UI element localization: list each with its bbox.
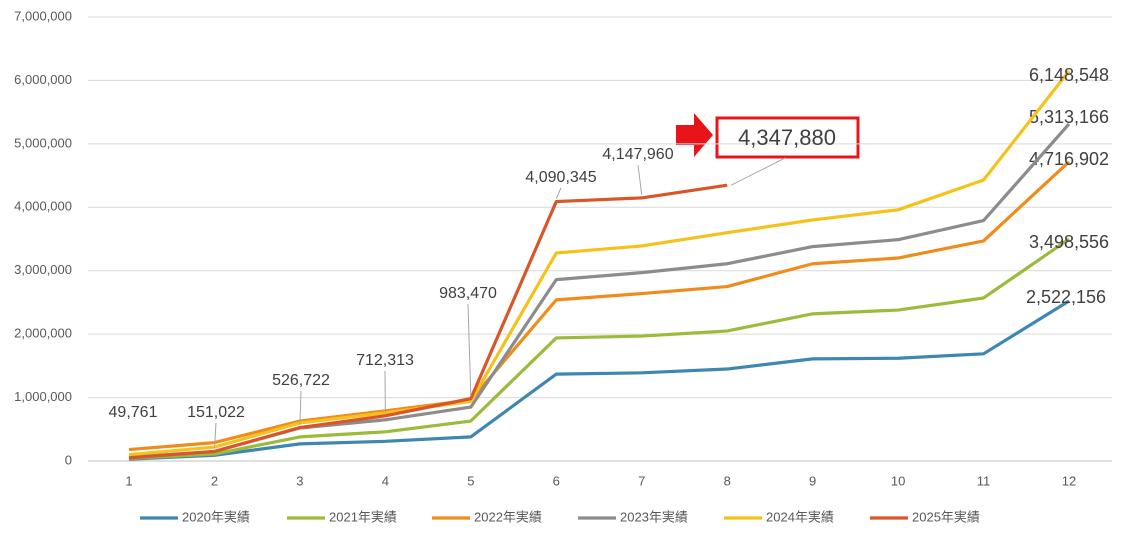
- y-tick-label: 1,000,000: [14, 389, 72, 404]
- data-label: 49,761: [109, 404, 158, 421]
- x-tick-label: 6: [553, 473, 560, 488]
- x-tick-label: 10: [891, 473, 905, 488]
- highlight-arrow: [676, 113, 713, 157]
- series-line: [128, 122, 1071, 459]
- x-tick-label: 12: [1062, 473, 1076, 488]
- data-label: 4,090,345: [525, 169, 596, 186]
- data-label: 5,313,166: [1029, 107, 1109, 127]
- x-tick-label: 1: [125, 473, 132, 488]
- leader-line: [637, 164, 643, 195]
- x-tick-label: 4: [382, 473, 389, 488]
- data-label: 4,716,902: [1029, 149, 1109, 169]
- leader-line: [730, 157, 786, 186]
- data-label: 6,148,548: [1029, 65, 1109, 85]
- data-label: 526,722: [272, 372, 330, 389]
- y-tick-label: 4,000,000: [14, 199, 72, 214]
- y-tick-label: 5,000,000: [14, 135, 72, 150]
- legend-label: 2023年実績: [620, 509, 688, 524]
- data-label: 2,522,156: [1026, 287, 1106, 307]
- data-label: 712,313: [356, 352, 414, 369]
- x-tick-label: 8: [724, 473, 731, 488]
- legend-label: 2021年実績: [329, 509, 397, 524]
- data-label: 4,147,960: [602, 146, 673, 163]
- y-tick-label: 3,000,000: [14, 262, 72, 277]
- legend-label: 2022年実績: [474, 509, 542, 524]
- data-label: 151,022: [187, 404, 245, 421]
- series-line: [128, 70, 1071, 457]
- series-line: [128, 237, 1070, 461]
- leader-line: [299, 390, 302, 425]
- leader-line: [213, 422, 217, 449]
- x-tick-label: 9: [809, 473, 816, 488]
- x-tick-label: 11: [977, 473, 991, 488]
- legend-label: 2025年実績: [912, 509, 980, 524]
- x-tick-label: 7: [638, 473, 645, 488]
- legend-label: 2024年実績: [766, 509, 834, 524]
- y-tick-label: 6,000,000: [14, 72, 72, 87]
- highlight-box: [715, 116, 860, 159]
- x-tick-label: 5: [467, 473, 474, 488]
- data-label: 3,498,556: [1029, 232, 1109, 252]
- x-tick-label: 2: [211, 473, 218, 488]
- data-label: 983,470: [439, 285, 497, 302]
- y-tick-label: 7,000,000: [14, 8, 72, 23]
- y-tick-label: 2,000,000: [14, 326, 72, 341]
- x-tick-label: 3: [296, 473, 303, 488]
- data-label: 4,347,880: [738, 125, 836, 150]
- series-line: [128, 183, 728, 460]
- leader-line: [555, 187, 562, 199]
- series-line: [128, 299, 1070, 461]
- y-tick-label: 0: [65, 452, 72, 467]
- series-line: [128, 160, 1071, 452]
- legend-label: 2020年実績: [182, 509, 250, 524]
- leader-line: [467, 303, 472, 396]
